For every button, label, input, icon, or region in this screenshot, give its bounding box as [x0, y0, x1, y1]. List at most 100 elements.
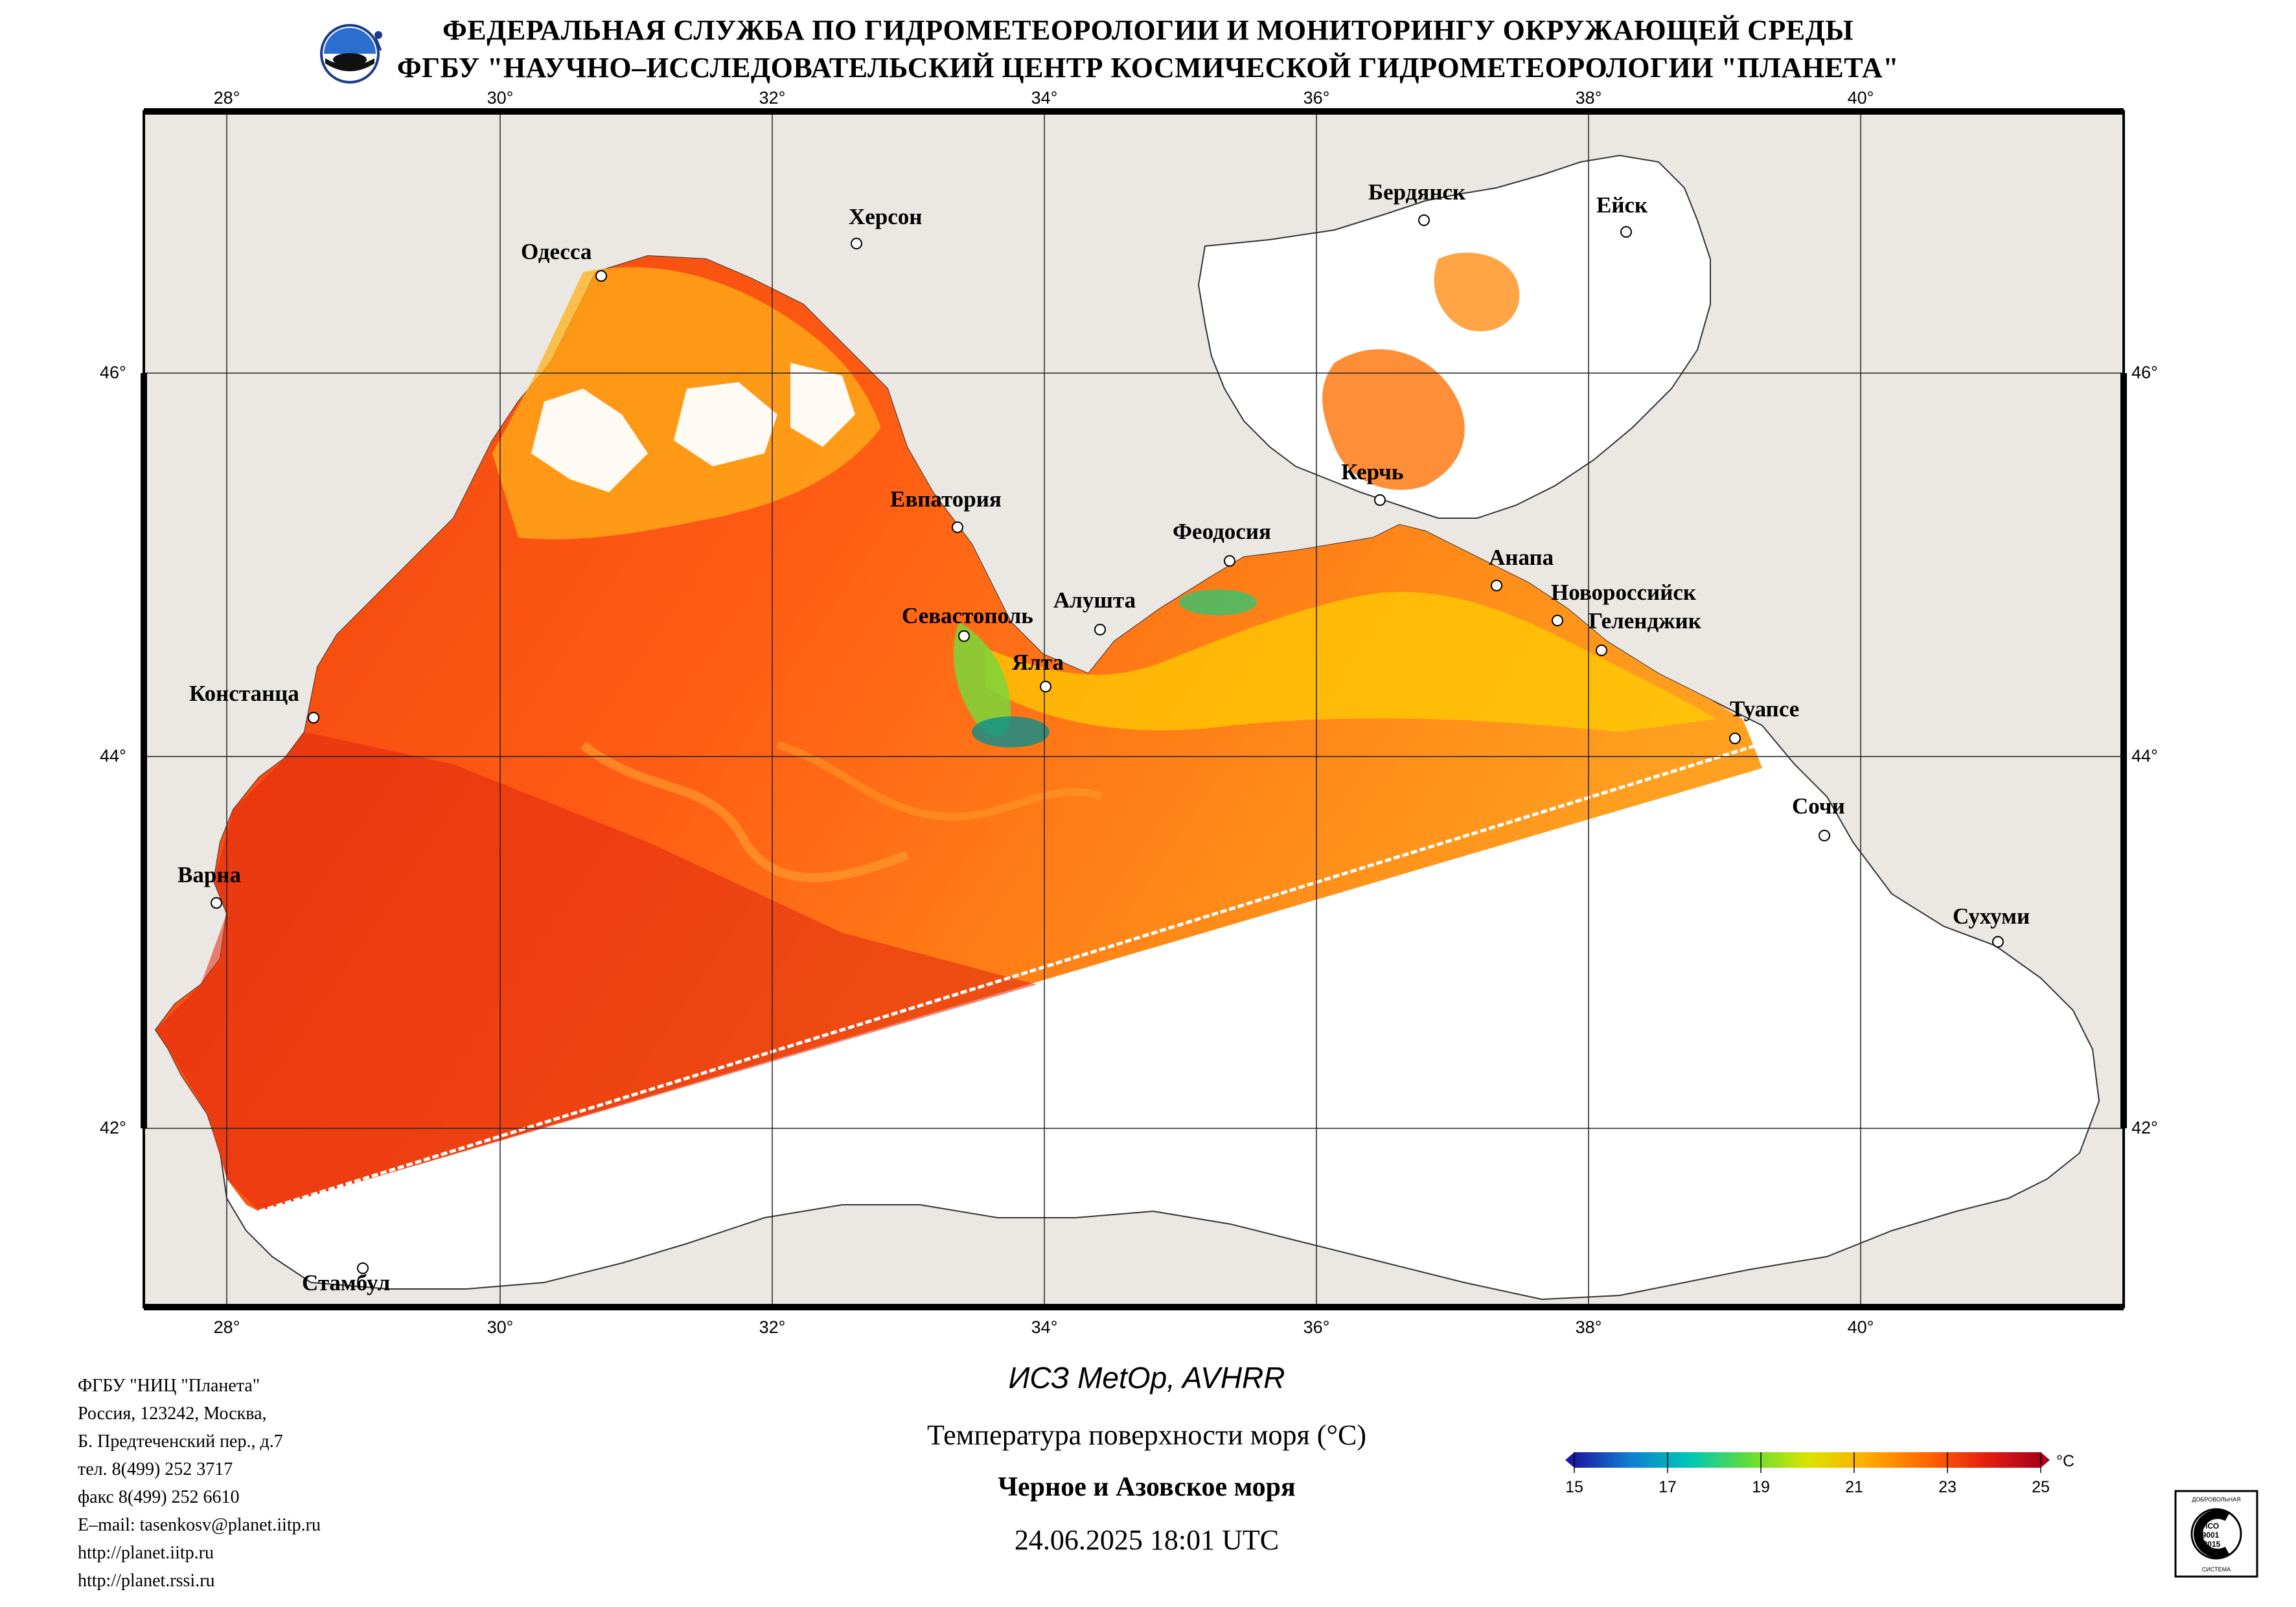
city-marker-sukhumi — [1992, 936, 2004, 948]
city-marker-istanbul — [357, 1262, 369, 1274]
lat-label-right-46: 46° — [2131, 363, 2158, 382]
lon-label-top-40: 40° — [1848, 88, 1874, 108]
city-label-varna: Варна — [178, 862, 241, 887]
header: ФЕДЕРАЛЬНАЯ СЛУЖБА ПО ГИДРОМЕТЕОРОЛОГИИ … — [0, 12, 2296, 87]
city-label-constanta: Констанца — [189, 681, 299, 706]
header-line-1: ФЕДЕРАЛЬНАЯ СЛУЖБА ПО ГИДРОМЕТЕОРОЛОГИИ … — [442, 14, 1854, 46]
lat-label-left-44: 44° — [100, 746, 126, 766]
lon-label-bottom-36: 36° — [1303, 1317, 1330, 1337]
colorbar: 15 17 19 21 23 25 °C — [1565, 1452, 2074, 1496]
lon-label-bottom-28: 28° — [214, 1317, 240, 1337]
city-marker-yalta — [1040, 681, 1051, 692]
city-marker-novorossiysk — [1552, 615, 1563, 626]
city-marker-varna — [211, 897, 222, 909]
sst-cold-spot — [972, 716, 1050, 747]
city-marker-evpatoria — [952, 521, 963, 533]
azov-sea-no-data — [1197, 154, 1711, 519]
city-label-sochi: Сочи — [1792, 793, 1845, 819]
header-line-2: ФГБУ "НАУЧНО–ИССЛЕДОВАТЕЛЬСКИЙ ЦЕНТР КОС… — [396, 52, 1900, 84]
city-marker-sochi — [1819, 830, 1830, 841]
colorbar-tick-25: 25 — [2032, 1478, 2050, 1496]
caption-datetime: 24.06.2025 18:01 UTC — [1014, 1524, 1280, 1556]
city-marker-constanta — [308, 712, 319, 724]
lat-label-right-44: 44° — [2131, 746, 2158, 766]
city-marker-gelendzhik — [1596, 644, 1607, 656]
swath-edge-line — [258, 742, 1763, 1213]
city-label-anapa: Анапа — [1489, 545, 1554, 570]
colorbar-unit: °C — [2056, 1452, 2074, 1470]
colorbar-tick-17: 17 — [1659, 1478, 1677, 1496]
city-marker-kerch — [1374, 494, 1386, 506]
city-label-istanbul: Стамбул — [302, 1270, 390, 1295]
cert-center-1: ИСО — [2202, 1522, 2219, 1531]
sst-hot-zone — [155, 732, 1037, 1211]
info-fax: факс 8(499) 252 6610 — [78, 1487, 240, 1507]
sst-cold-filaments — [953, 622, 1011, 737]
city-label-kherson: Херсон — [849, 204, 922, 229]
colorbar-tick-19: 19 — [1752, 1478, 1770, 1496]
sst-cloud-gaps — [531, 363, 855, 492]
frame-thick-edges — [141, 108, 2127, 1310]
info-address-2: Б. Предтеченский пер., д.7 — [78, 1431, 283, 1452]
lon-label-bottom-34: 34° — [1031, 1317, 1058, 1337]
info-url-2[interactable]: http://planet.rssi.ru — [78, 1571, 215, 1591]
lat-label-right-42: 42° — [2131, 1118, 2158, 1137]
cert-bottom-text: СИСТЕМА — [2202, 1566, 2231, 1573]
azov-sst-patch — [1322, 349, 1465, 490]
info-org: ФГБУ "НИЦ "Планета" — [78, 1376, 260, 1396]
planeta-logo — [320, 24, 382, 84]
info-url-1[interactable]: http://planet.iitp.ru — [78, 1543, 214, 1563]
colorbar-right-arrow — [2041, 1452, 2050, 1468]
city-marker-tuapse — [1729, 733, 1741, 744]
city-label-evpatoria: Евпатория — [890, 486, 1002, 512]
colorbar-tick-23: 23 — [1938, 1478, 1957, 1496]
city-marker-sevastopol — [958, 630, 970, 642]
colorbar-left-arrow — [1565, 1452, 1574, 1468]
lat-label-left-42: 42° — [100, 1118, 126, 1137]
city-label-sukhumi: Сухуми — [1953, 904, 2030, 929]
lon-label-top-34: 34° — [1031, 88, 1058, 108]
cert-center-3: -2015 — [2201, 1540, 2221, 1549]
city-label-feodosia: Феодосия — [1173, 519, 1271, 544]
caption-parameter: Температура поверхности моря (°C) — [926, 1419, 1367, 1451]
colorbar-tick-15: 15 — [1565, 1478, 1583, 1496]
info-email[interactable]: E–mail: tasenkosv@planet.iitp.ru — [78, 1515, 321, 1535]
lon-label-bottom-40: 40° — [1848, 1317, 1874, 1337]
city-label-gelendzhik: Геленджик — [1589, 608, 1702, 633]
lon-label-top-30: 30° — [487, 88, 514, 108]
graticule — [144, 111, 2124, 1307]
city-label-kerch: Керчь — [1341, 459, 1403, 484]
city-label-berdyansk: Бердянск — [1368, 179, 1466, 205]
sst-cool-crimea — [985, 591, 1717, 732]
colorbar-tick-21: 21 — [1845, 1478, 1863, 1496]
caption-satellite: ИСЗ MetOp, AVHRR — [1008, 1361, 1285, 1395]
city-marker-berdyansk — [1418, 214, 1430, 226]
info-phone: тел. 8(499) 252 3717 — [78, 1459, 233, 1479]
city-label-sevastopol: Севастополь — [902, 603, 1033, 628]
caption-region: Черное и Азовское моря — [998, 1472, 1296, 1502]
city-label-novorossiysk: Новороссийск — [1551, 580, 1697, 605]
city-marker-feodosia — [1224, 555, 1235, 567]
city-marker-kherson — [851, 238, 862, 249]
sst-eddy-1 — [580, 741, 909, 882]
info-address-1: Россия, 123242, Москва, — [78, 1404, 267, 1424]
lon-label-top-28: 28° — [214, 88, 240, 108]
sst-cool-spot-2 — [1179, 589, 1257, 615]
city-label-odessa: Одесса — [521, 239, 591, 264]
lon-label-top-32: 32° — [759, 88, 786, 108]
sst-eddy-2 — [776, 741, 1103, 821]
city-label-yeysk: Ейск — [1596, 192, 1648, 218]
lon-label-bottom-38: 38° — [1576, 1317, 1602, 1337]
city-marker-anapa — [1491, 580, 1502, 591]
city-marker-alushta — [1094, 624, 1106, 635]
lon-label-top-38: 38° — [1576, 88, 1602, 108]
lon-label-top-36: 36° — [1303, 88, 1330, 108]
iso-certificate-badge: ДОБРОВОЛЬНАЯ ИСО 9001 -2015 СИСТЕМА — [2174, 1490, 2258, 1578]
city-label-tuapse: Туапсе — [1730, 696, 1799, 722]
city-label-yalta: Ялта — [1012, 650, 1064, 675]
cert-top-text: ДОБРОВОЛЬНАЯ — [2192, 1496, 2240, 1503]
lat-label-left-46: 46° — [100, 363, 126, 382]
contact-info: ФГБУ "НИЦ "Планета" Россия, 123242, Моск… — [78, 1372, 321, 1595]
cert-center-2: 9001 — [2202, 1531, 2220, 1540]
